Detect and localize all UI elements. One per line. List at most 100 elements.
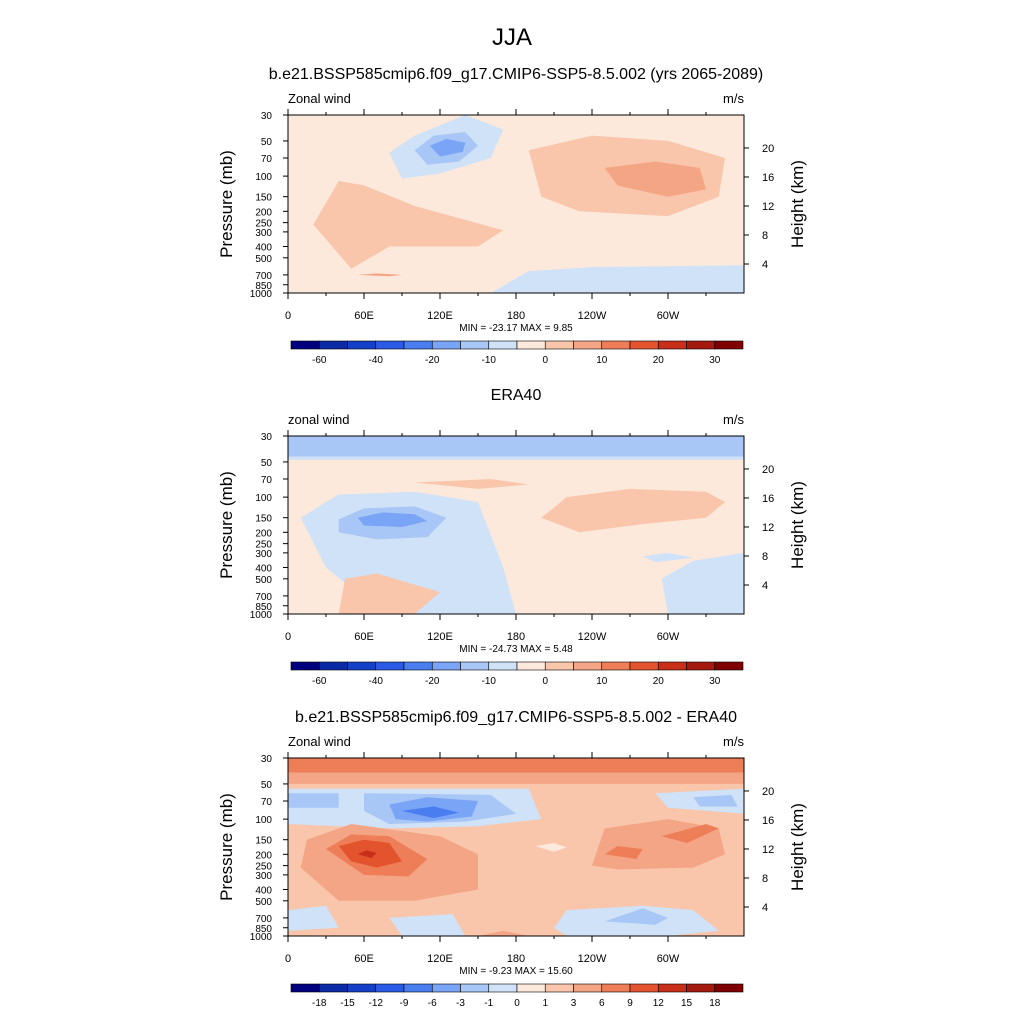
- colorbar-label: 20: [653, 355, 665, 366]
- colorbar-box: [431, 340, 461, 350]
- colorbar-label: -60: [312, 355, 327, 366]
- y-tick-label: 500: [255, 575, 272, 586]
- contour-region: [402, 806, 459, 819]
- colorbar-box: [290, 661, 320, 671]
- colorbar-box: [573, 340, 603, 350]
- contour-region: [661, 552, 744, 614]
- y2-tick-label: 12: [762, 201, 774, 213]
- contour-region: [389, 914, 466, 936]
- colorbar-label: 3: [571, 998, 577, 1009]
- contour-region: [357, 512, 428, 527]
- colorbar-box: [318, 661, 348, 671]
- contour-region: [604, 908, 668, 925]
- colorbar-box: [544, 983, 574, 993]
- contour-region: [535, 843, 567, 852]
- colorbar-box: [347, 340, 377, 350]
- colorbar-box: [431, 983, 461, 993]
- x-tick-label: 180: [507, 310, 525, 322]
- panel-units-label: m/s: [723, 734, 744, 749]
- contour-region: [693, 794, 738, 807]
- colorbar-box: [488, 983, 518, 993]
- y-tick-label: 150: [255, 836, 272, 847]
- colorbar-label: 10: [596, 355, 608, 366]
- panel-title: ERA40: [491, 387, 542, 404]
- y-tick-label: 100: [255, 493, 272, 504]
- colorbar-label: 9: [627, 998, 633, 1009]
- colorbar-box: [601, 983, 631, 993]
- y-tick-label: 500: [255, 897, 272, 908]
- colorbar-box: [629, 340, 659, 350]
- colorbar-label: -9: [400, 998, 409, 1009]
- y-tick-label: 100: [255, 172, 272, 183]
- y-tick-label: 150: [255, 193, 272, 204]
- colorbar-box: [657, 340, 687, 350]
- colorbar-box: [686, 340, 716, 350]
- panels: b.e21.BSSP585cmip6.f09_g17.CMIP6-SSP5-8.…: [217, 66, 807, 1009]
- panel-title: b.e21.BSSP585cmip6.f09_g17.CMIP6-SSP5-8.…: [295, 709, 737, 726]
- colorbar-box: [544, 340, 574, 350]
- colorbar-box: [516, 340, 546, 350]
- colorbar-label: 6: [599, 998, 605, 1009]
- y2-tick-label: 16: [762, 815, 774, 827]
- y-tick-label: 70: [261, 475, 273, 486]
- colorbar-box: [573, 983, 603, 993]
- y-axis-title: Pressure (mb): [217, 793, 236, 901]
- panel-variable-label: Zonal wind: [288, 91, 351, 106]
- colorbar-box: [347, 983, 377, 993]
- colorbar-box: [375, 661, 405, 671]
- contour-region: [490, 265, 744, 293]
- colorbar-label: -18: [312, 998, 327, 1009]
- x-tick-label: 0: [285, 631, 291, 643]
- colorbar-box: [686, 983, 716, 993]
- panel-2: ERA40 zonal wind m/s 0 60E 120E 180 120W 60W 30 50…: [217, 387, 807, 687]
- panel-units-label: m/s: [723, 412, 744, 427]
- colorbar-box: [290, 340, 320, 350]
- colorbar-label: 10: [596, 676, 608, 687]
- y2-tick-label: 8: [762, 230, 768, 242]
- y-tick-label: 50: [261, 137, 273, 148]
- x-tick-label: 60W: [657, 310, 680, 322]
- y-tick-label: 300: [255, 228, 272, 239]
- panel-stats: MIN = -9.23 MAX = 15.60: [459, 966, 573, 977]
- contour-region: [357, 850, 377, 858]
- y-tick-label: 300: [255, 549, 272, 560]
- y-tick-label: 200: [255, 850, 272, 861]
- contour-region: [288, 772, 744, 784]
- colorbar-box: [629, 661, 659, 671]
- colorbar-label: -3: [456, 998, 465, 1009]
- y-tick-label: 850: [255, 602, 272, 613]
- colorbar-box: [488, 661, 518, 671]
- colorbar-label: -10: [482, 676, 497, 687]
- y-tick-label: 50: [261, 458, 273, 469]
- colorbar-box: [714, 340, 744, 350]
- colorbar-label: -60: [312, 676, 327, 687]
- y-tick-label: 250: [255, 219, 272, 230]
- y2-tick-label: 12: [762, 844, 774, 856]
- colorbar-label: -10: [482, 355, 497, 366]
- contour-region: [288, 905, 339, 931]
- colorbar-box: [516, 661, 546, 671]
- colorbar-box: [573, 661, 603, 671]
- contour-fill: [288, 758, 744, 936]
- colorbar-label: 12: [653, 998, 665, 1009]
- x-tick-label: 60W: [657, 631, 680, 643]
- figure-title: JJA: [492, 24, 532, 51]
- colorbar-box: [318, 983, 348, 993]
- x-tick-label: 120E: [427, 310, 453, 322]
- y-axis-title: Pressure (mb): [217, 471, 236, 579]
- y2-axis-title: Height (km): [788, 803, 807, 891]
- panel-stats: MIN = -23.17 MAX = 9.85: [459, 323, 573, 334]
- contour-fill: [288, 436, 744, 614]
- x-tick-label: 60E: [354, 631, 374, 643]
- contour-region: [313, 181, 504, 269]
- y-tick-label: 500: [255, 254, 272, 265]
- y2-tick-label: 8: [762, 551, 768, 563]
- panel-1: b.e21.BSSP585cmip6.f09_g17.CMIP6-SSP5-8.…: [217, 66, 807, 366]
- contour-region: [642, 552, 694, 563]
- colorbar-label: 20: [653, 676, 665, 687]
- x-tick-label: 60E: [354, 310, 374, 322]
- panel-3: b.e21.BSSP585cmip6.f09_g17.CMIP6-SSP5-8.…: [217, 709, 807, 1009]
- colorbar-box: [601, 340, 631, 350]
- colorbar-box: [431, 661, 461, 671]
